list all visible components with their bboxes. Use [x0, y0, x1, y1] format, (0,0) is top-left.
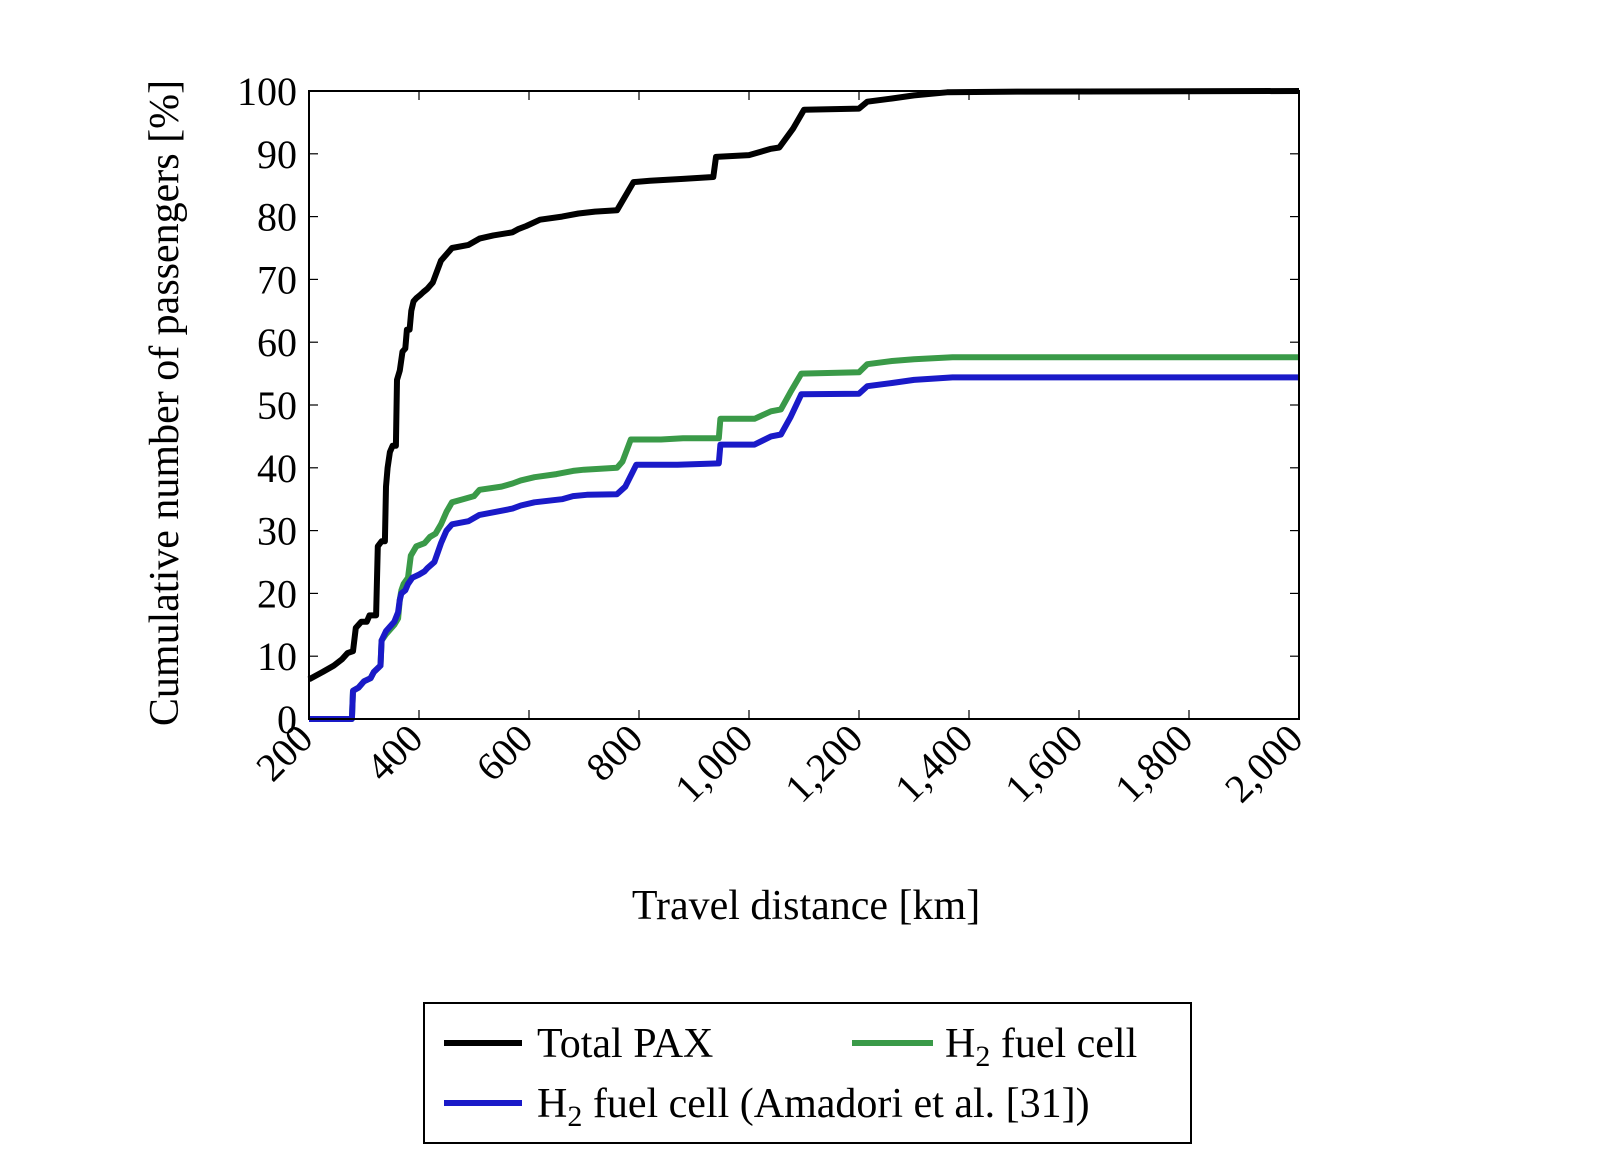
series-line-h2-fuel-cell-amadori — [309, 374, 1299, 722]
legend-label-h2-fuel-cell-amadori: H2 fuel cell (Amadori et al. [31]) — [537, 1081, 1090, 1133]
series-line-h2-fuel-cell — [309, 354, 1299, 722]
y-tick-label: 80 — [257, 195, 297, 240]
x-axis-ticks — [308, 91, 1300, 719]
x-tick-label: 200 — [247, 716, 321, 790]
x-tick-label: 1,600 — [996, 716, 1091, 811]
y-axis-ticks — [309, 90, 1299, 720]
x-tick-label: 1,200 — [776, 716, 871, 811]
legend-box — [423, 1002, 1192, 1144]
x-tick-labels: 200 400 600 800 1,000 1,200 1,400 1,600 1,800 2,0… — [247, 716, 1311, 811]
y-tick-label: 30 — [257, 509, 297, 554]
x-tick-label: 1,000 — [666, 716, 761, 811]
x-axis-title: Travel distance [km] — [632, 883, 980, 929]
plot-series — [307, 88, 1300, 722]
y-tick-label: 100 — [237, 69, 297, 114]
y-axis-title: Cumulative number of passengers [%] — [142, 80, 188, 726]
y-tick-label: 20 — [257, 571, 297, 616]
x-tick-label: 1,800 — [1106, 716, 1201, 811]
legend-label-total-pax: Total PAX — [537, 1021, 713, 1067]
y-tick-label: 90 — [257, 132, 297, 177]
plot-frame — [308, 90, 1300, 720]
x-tick-label: 400 — [357, 716, 431, 790]
y-tick-label: 40 — [257, 446, 297, 491]
subscript-2: 2 — [975, 1040, 990, 1073]
subscript-2: 2 — [567, 1100, 582, 1133]
legend-label-h2-fuel-cell: H2 fuel cell — [945, 1021, 1137, 1073]
y-tick-label: 50 — [257, 383, 297, 428]
series-line-total-pax — [307, 88, 1300, 683]
x-tick-label: 600 — [467, 716, 541, 790]
x-tick-label: 1,400 — [886, 716, 981, 811]
y-tick-label: 10 — [257, 634, 297, 679]
x-tick-label: 2,000 — [1216, 716, 1311, 811]
y-tick-label: 70 — [257, 257, 297, 302]
legend: Total PAX H2 fuel cell H2 fuel cell (Ama… — [423, 1002, 1192, 1144]
x-tick-label: 800 — [577, 716, 651, 790]
y-tick-label: 60 — [257, 320, 297, 365]
y-tick-labels: 0 10 20 30 40 50 60 70 80 90 100 — [237, 69, 297, 742]
y-tick-label: 0 — [277, 697, 297, 742]
